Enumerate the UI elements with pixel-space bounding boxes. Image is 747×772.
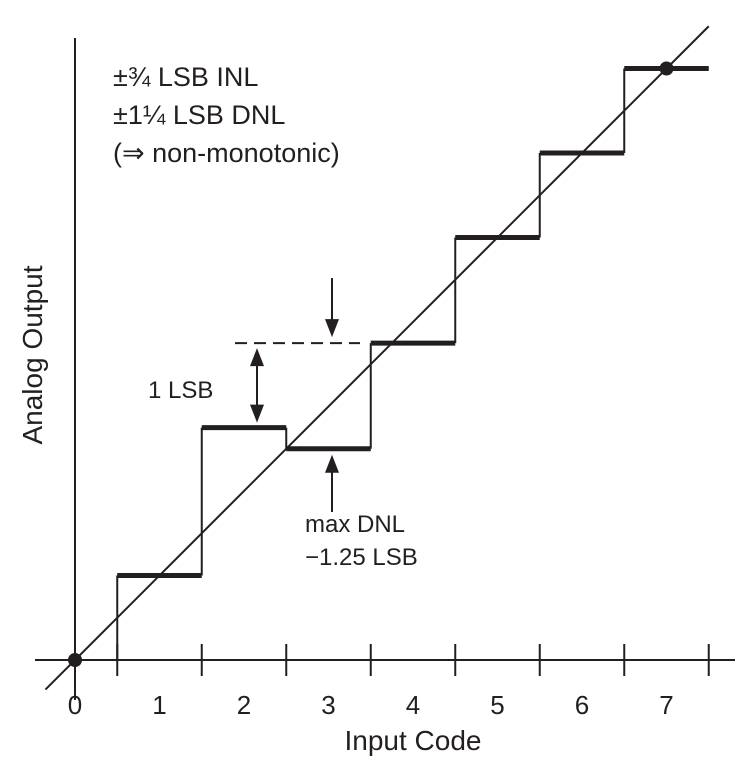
y-axis-title: Analog Output (17, 265, 48, 444)
note-inl: ±¾ LSB INL (113, 62, 258, 92)
axes (35, 38, 735, 700)
x-tick-label: 2 (237, 690, 251, 720)
x-tick-label: 1 (152, 690, 166, 720)
arrow-down-icon (325, 319, 339, 338)
lsb-label: 1 LSB (148, 377, 213, 404)
x-tick-label: 6 (575, 690, 589, 720)
x-tick-label: 4 (406, 690, 420, 720)
dnl-label-line1: max DNL (305, 511, 405, 538)
x-tick-label: 7 (659, 690, 673, 720)
x-axis-title: Input Code (345, 725, 482, 756)
ideal-transfer-line (44, 25, 710, 691)
origin-point (68, 653, 82, 667)
x-axis-tick-labels: 0 1 2 3 4 5 6 7 (68, 690, 674, 720)
note-dnl: ±1¼ LSB DNL (113, 100, 285, 130)
dnl-label-line2: −1.25 LSB (305, 544, 418, 571)
lsb-annotation (235, 278, 360, 512)
x-tick-label: 0 (68, 690, 82, 720)
note-monotonic: (⇒ non-monotonic) (113, 138, 340, 168)
arrow-down-icon (250, 404, 264, 423)
arrow-up-icon (250, 348, 264, 367)
endpoint-point (659, 61, 674, 76)
arrow-up-icon (325, 454, 339, 473)
x-tick-label: 5 (490, 690, 504, 720)
x-tick-label: 3 (321, 690, 335, 720)
